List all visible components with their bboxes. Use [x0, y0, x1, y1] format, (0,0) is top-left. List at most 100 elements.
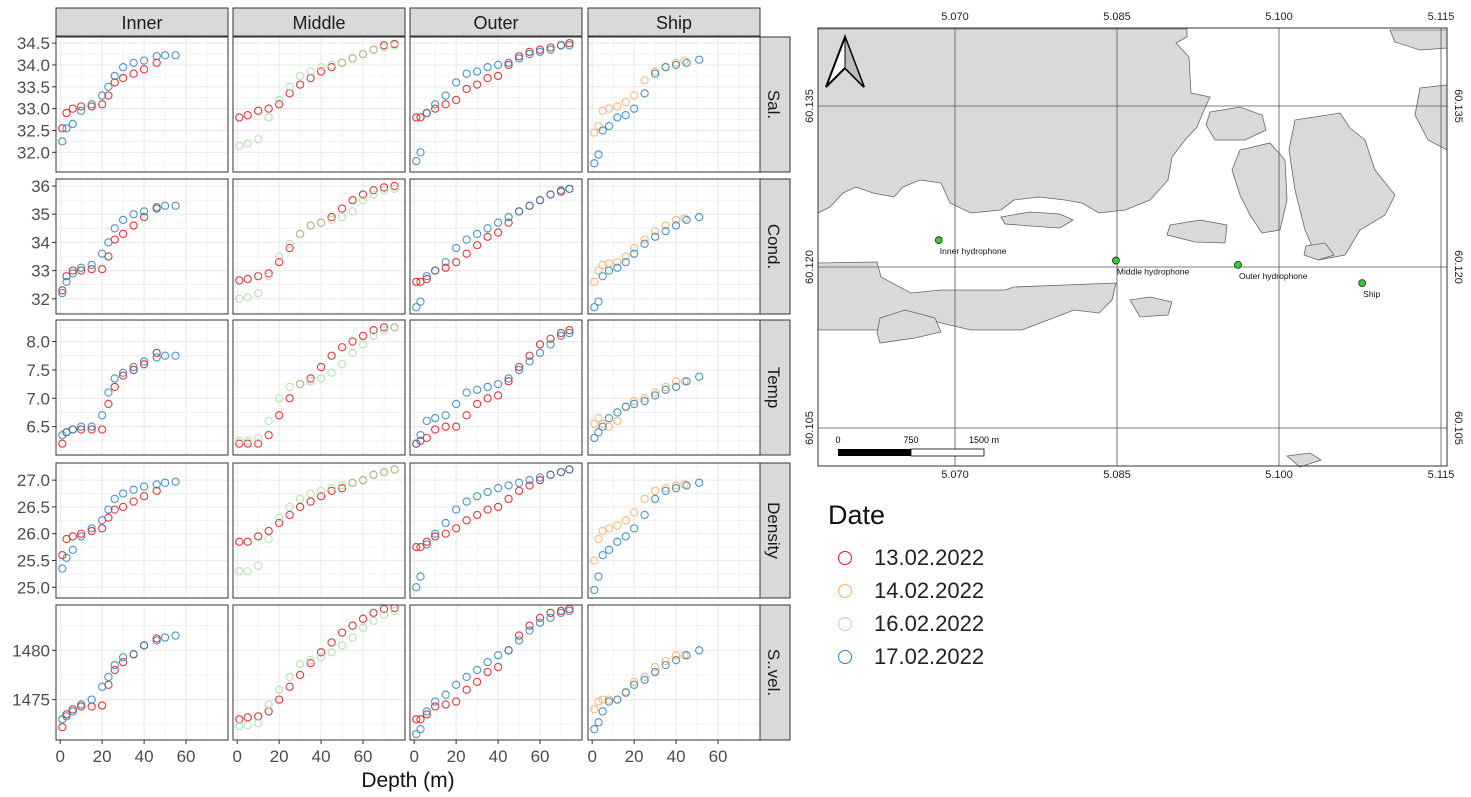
data-point: [451, 95, 461, 105]
data-point: [58, 439, 67, 448]
data-point: [416, 148, 425, 157]
data-point: [650, 486, 660, 496]
map-frame: [817, 27, 1448, 467]
data-point: [348, 195, 357, 205]
data-point: [152, 58, 161, 67]
data-point: [441, 422, 450, 431]
data-point: [451, 697, 461, 706]
data-point: [483, 394, 492, 403]
data-point: [68, 545, 77, 554]
data-point: [129, 485, 138, 494]
data-point: [379, 323, 389, 332]
data-point: [285, 682, 294, 691]
data-point: [462, 497, 471, 506]
data-point: [493, 502, 503, 512]
x-tick-label: 40: [312, 747, 331, 766]
island-ne-1: [1389, 29, 1448, 51]
y-tick-label: 33.0: [17, 100, 50, 119]
data-points: [590, 478, 704, 595]
y-tick-label: 1480: [12, 641, 50, 660]
data-point: [243, 274, 252, 284]
facet-strip-label: Temp: [764, 367, 783, 409]
data-point: [598, 272, 607, 281]
data-point: [695, 55, 704, 64]
data-point: [358, 331, 368, 341]
data-point: [243, 293, 252, 302]
data-point: [640, 239, 649, 248]
data-point: [546, 340, 555, 349]
data-point: [661, 221, 670, 230]
data-point: [493, 60, 503, 70]
data-point: [671, 382, 681, 392]
data-point: [412, 583, 421, 592]
data-point: [621, 257, 630, 267]
data-point: [139, 357, 149, 366]
data-point: [254, 135, 263, 144]
panel-border: [55, 462, 229, 599]
data-point: [337, 628, 347, 637]
legend: Date 13.02.2022 14.02.2022 16.02.2022 17.02…: [828, 500, 984, 673]
facet-strip-label: Sal.: [764, 90, 783, 119]
data-point: [235, 722, 244, 731]
data-point: [118, 502, 128, 512]
data-point: [118, 371, 128, 380]
data-point: [546, 470, 555, 479]
data-point: [306, 67, 315, 76]
legend-label: 16.02.2022: [874, 610, 985, 636]
legend-label: 14.02.2022: [874, 577, 985, 603]
data-point: [621, 532, 630, 541]
data-point: [629, 91, 639, 100]
data-point: [62, 124, 71, 133]
data-point: [640, 394, 649, 403]
data-point: [412, 277, 421, 287]
panel-border: [409, 319, 583, 456]
data-point: [274, 695, 284, 704]
y-tick-label: 25.5: [17, 552, 50, 571]
data-point: [160, 351, 170, 360]
data-point: [514, 486, 524, 496]
data-point: [285, 382, 294, 392]
data-point: [483, 73, 492, 83]
data-point: [118, 73, 128, 83]
data-point: [565, 41, 574, 50]
map-x-label-top: 5.115: [1428, 11, 1455, 23]
data-points: [235, 605, 399, 731]
data-point: [462, 69, 471, 78]
data-point: [604, 104, 614, 113]
data-point: [254, 272, 263, 281]
data-point: [451, 524, 461, 533]
data-point: [358, 475, 368, 485]
data-point: [306, 377, 315, 386]
data-point: [327, 648, 336, 657]
data-point: [441, 91, 450, 100]
map-y-label-left: 60.120: [804, 250, 816, 284]
legend-title: Date: [828, 500, 886, 530]
data-point: [358, 614, 368, 623]
data-point: [604, 422, 614, 431]
data-point: [629, 524, 639, 533]
data-point: [640, 494, 649, 504]
data-point: [129, 362, 138, 372]
data-point: [306, 658, 315, 668]
data-point: [316, 648, 326, 657]
data-point: [640, 89, 649, 98]
data-point: [243, 139, 252, 148]
data-point: [285, 394, 294, 403]
data-point: [68, 425, 77, 434]
island-center: [1231, 142, 1288, 234]
data-point: [565, 328, 574, 338]
data-point: [594, 718, 603, 727]
data-point: [535, 195, 545, 205]
data-point: [671, 221, 681, 230]
data-point: [680, 651, 689, 660]
data-point: [139, 56, 149, 65]
data-point: [441, 263, 450, 272]
panel-border: [409, 604, 583, 741]
data-point: [462, 84, 471, 94]
data-point: [87, 695, 96, 704]
data-point: [525, 475, 534, 485]
data-point: [152, 480, 161, 489]
data-point: [590, 277, 599, 287]
data-point: [594, 150, 603, 159]
data-point: [594, 697, 603, 706]
